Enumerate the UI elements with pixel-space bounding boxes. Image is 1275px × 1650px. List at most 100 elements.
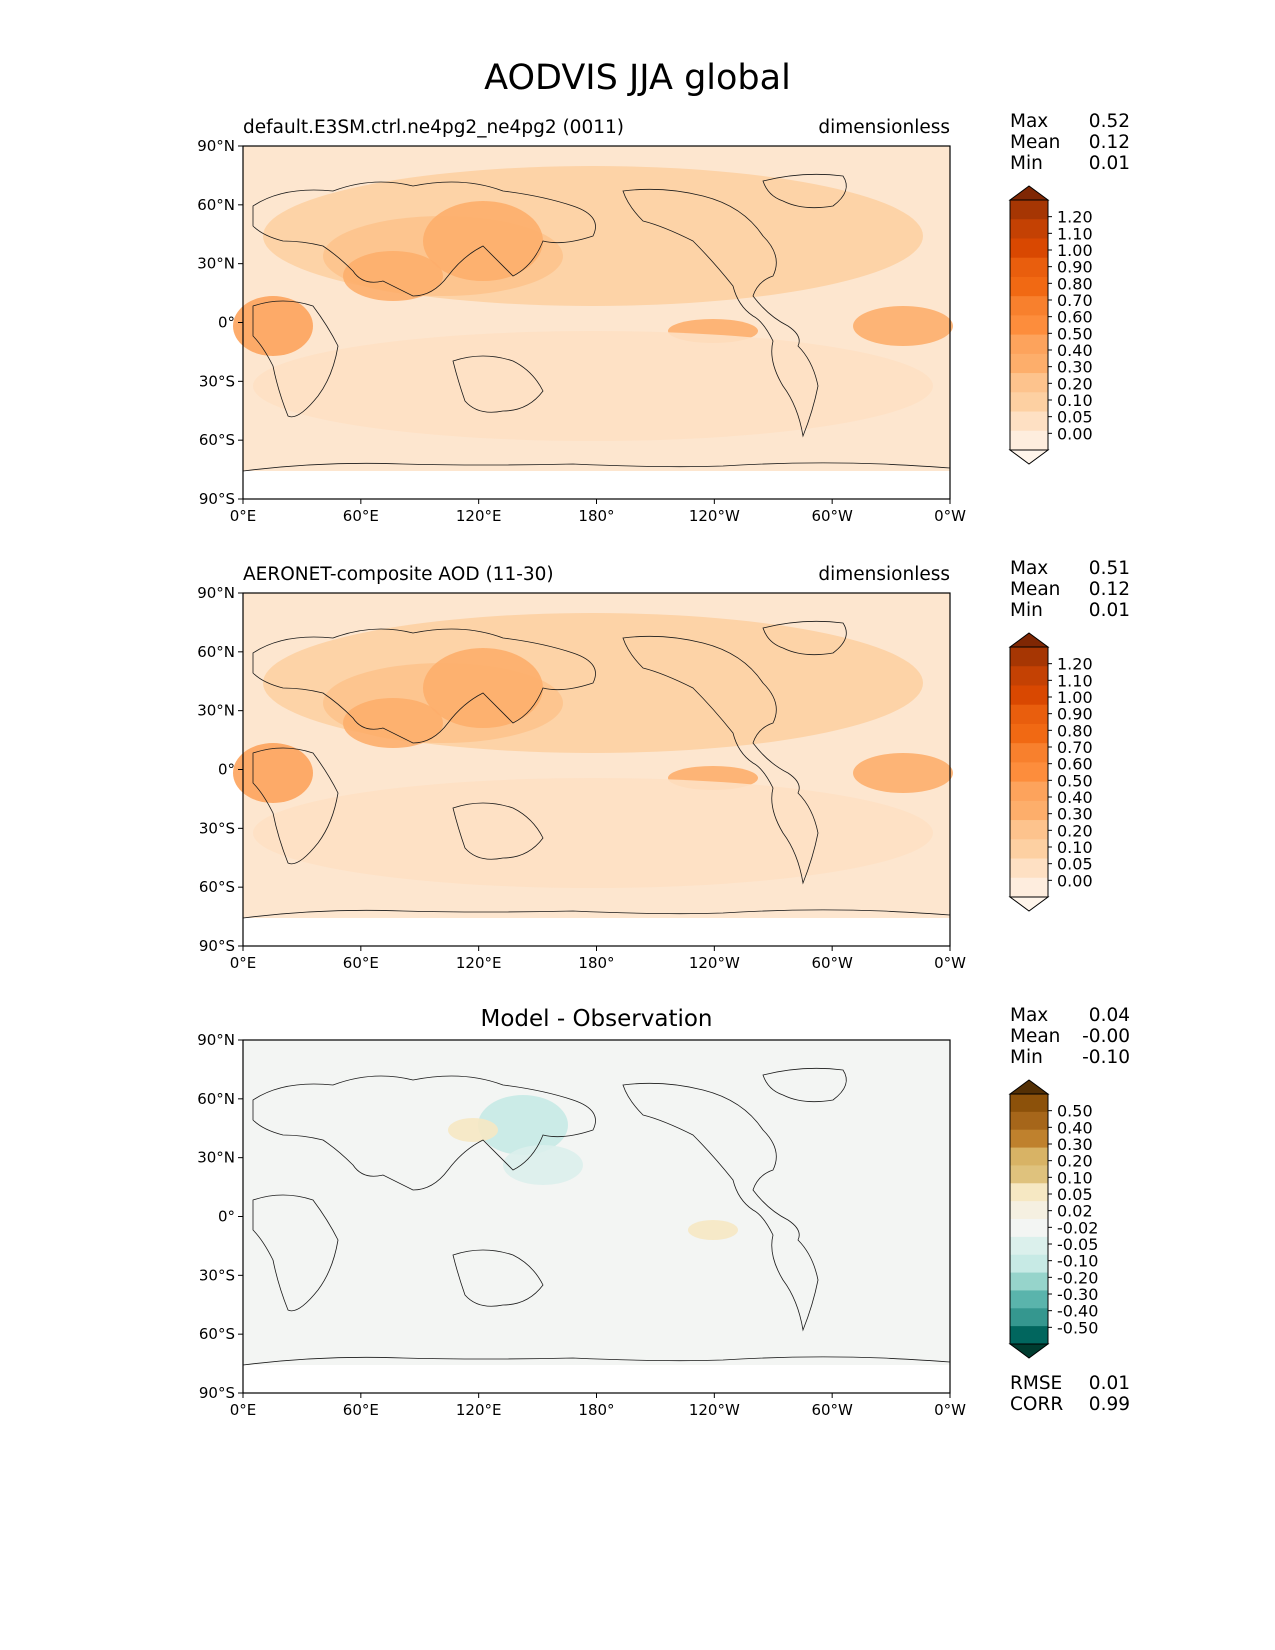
- colorbar-segment: [1010, 877, 1048, 898]
- colorbar-tick-label: 0.60: [1057, 755, 1093, 774]
- panel-3-map: 0°E 60°E 120°E 180° 120°W 60°W 0°W 90°N 60°N 30°N…: [197, 1031, 966, 1419]
- y-tick-label: 60°N: [197, 196, 235, 214]
- coastline: [252, 1075, 596, 1191]
- panel-3-colorbar: 0.500.400.300.200.100.050.02-0.02-0.05-0…: [1008, 1079, 1098, 1359]
- coastline: [762, 1067, 847, 1103]
- panel-2-colorbar: 1.201.101.000.900.800.700.600.500.400.30…: [1008, 632, 1093, 912]
- colorbar-tick-label: 0.10: [1057, 1168, 1093, 1187]
- y-tick-label: 0°: [218, 1208, 235, 1226]
- colorbar-segment: [1010, 762, 1048, 783]
- x-tick-label: 60°E: [343, 1401, 379, 1419]
- colorbar-segment: [1010, 1236, 1048, 1256]
- x-tick-label: 120°W: [689, 507, 740, 525]
- panel-1-stat-max-value: 0.52: [1088, 111, 1130, 132]
- y-tick-label: 90°S: [199, 937, 235, 955]
- colorbar-segment: [1010, 238, 1048, 259]
- colorbar-extend-top: [1008, 632, 1050, 648]
- colorbar-segment: [1010, 704, 1048, 725]
- colorbar-segment: [1010, 200, 1048, 220]
- colorbar-segment: [1010, 430, 1048, 451]
- panel-2-stat-max-value: 0.51: [1088, 558, 1130, 579]
- colorbar-segment: [1010, 219, 1048, 239]
- colorbar-tick-label: 0.70: [1057, 738, 1093, 757]
- panel-1-units: dimensionless: [818, 117, 950, 138]
- x-tick-label: 0°W: [934, 954, 966, 972]
- panel-3-stat-mean-value: -0.00: [1082, 1026, 1130, 1047]
- aod-contour-region: [253, 778, 933, 888]
- x-tick-label: 60°E: [343, 954, 379, 972]
- colorbar-tick-label: 0.20: [1057, 374, 1093, 393]
- colorbar-segment: [1010, 723, 1048, 744]
- colorbar-tick-label: 0.30: [1057, 805, 1093, 824]
- x-tick-label: 120°W: [689, 1401, 740, 1419]
- panel-3-corr-label: CORR: [1010, 1394, 1064, 1415]
- coastline: [622, 635, 819, 885]
- panel-3-rmse-value: 0.01: [1088, 1373, 1130, 1394]
- y-tick-label: 60°S: [199, 431, 235, 449]
- colorbar-tick-label: -0.30: [1057, 1285, 1098, 1304]
- aod-contour-region: [853, 306, 953, 346]
- panel-1-stat-min-label: Min: [1010, 153, 1043, 174]
- colorbar-segment: [1010, 685, 1048, 706]
- x-tick-label: 180°: [578, 954, 614, 972]
- colorbar-tick-label: -0.40: [1057, 1302, 1098, 1321]
- y-tick-label: 60°S: [199, 1325, 235, 1343]
- colorbar-tick-label: 0.40: [1057, 788, 1093, 807]
- colorbar-tick-label: 0.10: [1057, 838, 1093, 857]
- y-tick-label: 90°S: [199, 1384, 235, 1402]
- y-tick-label: 30°S: [199, 819, 235, 837]
- colorbar-segment: [1010, 353, 1048, 374]
- y-tick-label: 0°: [218, 314, 235, 332]
- panel-3-corr-value: 0.99: [1088, 1394, 1130, 1415]
- x-tick-label: 0°W: [934, 1401, 966, 1419]
- y-tick-label: 90°N: [197, 584, 235, 602]
- panel-1-stat-mean-label: Mean: [1010, 132, 1061, 153]
- x-tick-label: 60°W: [811, 1401, 853, 1419]
- colorbar-tick-label: 0.00: [1057, 871, 1093, 890]
- x-tick-label: 120°E: [456, 1401, 502, 1419]
- colorbar-tick-label: -0.02: [1057, 1218, 1098, 1237]
- panel-2-stat-mean-value: 0.12: [1088, 579, 1130, 600]
- colorbar-segment: [1010, 1129, 1048, 1149]
- colorbar-tick-label: 0.05: [1057, 408, 1093, 427]
- colorbar-frame: [1009, 1093, 1049, 1345]
- aod-contour-region: [423, 648, 543, 728]
- figure-title: AODVIS JJA global: [484, 58, 791, 98]
- panel-1-colorbar: 1.201.101.000.900.800.700.600.500.400.30…: [1008, 185, 1093, 465]
- y-tick-label: 0°: [218, 761, 235, 779]
- x-tick-label: 60°W: [811, 507, 853, 525]
- colorbar-tick-label: 0.90: [1057, 705, 1093, 724]
- map-background: [243, 1040, 950, 1393]
- colorbar-tick-label: -0.50: [1057, 1318, 1098, 1337]
- panel-3-stat-max-label: Max: [1010, 1005, 1049, 1026]
- colorbar-segment: [1010, 1147, 1048, 1166]
- colorbar-tick-label: 0.90: [1057, 258, 1093, 277]
- colorbar-tick-label: 0.30: [1057, 1135, 1093, 1154]
- y-tick-label: 60°N: [197, 643, 235, 661]
- x-tick-label: 0°E: [230, 507, 257, 525]
- aod-contour-region: [233, 296, 313, 356]
- panel-3-stat-min-value: -0.10: [1082, 1047, 1130, 1068]
- colorbar-tick-label: 0.20: [1057, 821, 1093, 840]
- colorbar-segment: [1010, 1183, 1048, 1202]
- colorbar-segment: [1010, 392, 1048, 413]
- colorbar-segment: [1010, 800, 1048, 821]
- colorbar-frame: [1009, 646, 1049, 898]
- colorbar-segment: [1010, 1272, 1048, 1291]
- colorbar-segment: [1010, 373, 1048, 393]
- x-tick-label: 60°E: [343, 507, 379, 525]
- x-tick-label: 0°E: [230, 954, 257, 972]
- panel-1-stat-mean-value: 0.12: [1088, 132, 1130, 153]
- colorbar-tick-label: 0.50: [1057, 771, 1093, 790]
- coastline: [242, 1356, 951, 1366]
- coastline: [762, 173, 847, 209]
- colorbar-segment: [1010, 257, 1048, 278]
- colorbar-segment: [1010, 1219, 1048, 1238]
- colorbar-segment: [1010, 296, 1048, 316]
- colorbar-segment: [1010, 781, 1048, 802]
- colorbar-segment: [1010, 820, 1048, 840]
- colorbar-segment: [1010, 1201, 1048, 1220]
- colorbar-extend-bottom: [1008, 449, 1050, 465]
- x-tick-label: 60°W: [811, 954, 853, 972]
- colorbar-segment: [1010, 276, 1048, 297]
